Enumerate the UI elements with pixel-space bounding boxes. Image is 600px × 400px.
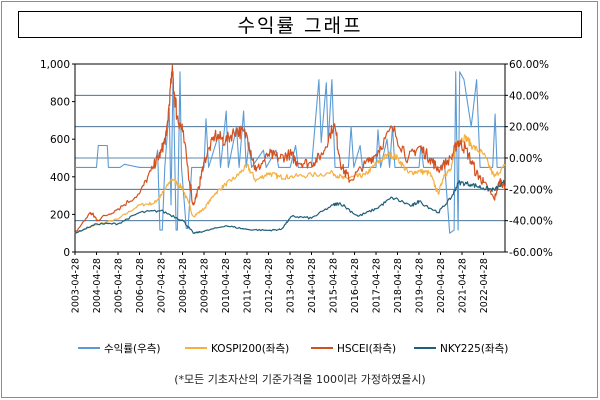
- x-tick-label: 2014-04-28: [307, 258, 318, 313]
- legend-label: KOSPI200(좌측): [211, 343, 289, 355]
- x-tick-label: 2004-04-28: [92, 258, 103, 313]
- left-axis: 0 200 400 600 800 1,000: [40, 59, 75, 259]
- x-tick-label: 2011-04-28: [243, 258, 254, 313]
- left-tick-label: 400: [50, 172, 70, 184]
- x-tick-label: 2019-04-28: [415, 258, 426, 313]
- series-line-2: [74, 64, 506, 234]
- left-tick-label: 600: [50, 134, 70, 146]
- x-tick-label: 2009-04-28: [200, 258, 211, 313]
- left-tick-label: 1,000: [40, 59, 70, 71]
- series-line-3: [74, 180, 506, 235]
- x-tick-label: 2015-04-28: [329, 258, 340, 313]
- x-tick-label: 2021-04-28: [458, 258, 469, 313]
- right-tick-label: 60.00%: [509, 59, 549, 71]
- x-tick-label: 2017-04-28: [372, 258, 383, 313]
- left-tick-label: 800: [50, 97, 70, 109]
- left-tick-label: 200: [50, 209, 70, 221]
- legend-label: 수익률(우측): [104, 343, 161, 355]
- x-tick-label: 2022-04-28: [479, 258, 490, 313]
- x-tick-label: 2013-04-28: [286, 258, 297, 313]
- right-tick-label: 0.00%: [509, 153, 542, 165]
- x-tick-label: 2018-04-28: [393, 258, 404, 313]
- x-tick-label: 2008-04-28: [178, 258, 189, 313]
- x-tick-label: 2006-04-28: [135, 258, 146, 313]
- right-tick-label: 20.00%: [509, 122, 549, 134]
- legend-label: HSCEI(좌측): [337, 343, 396, 355]
- footnote: (*모든 기초자산의 기준가격을 100이라 가정하였을시): [174, 373, 426, 386]
- right-tick-label: -20.00%: [509, 184, 553, 196]
- legend: 수익률(우측) KOSPI200(좌측) HSCEI(좌측) NKY225(좌측): [78, 343, 508, 355]
- x-tick-label: 2003-04-28: [71, 258, 82, 313]
- right-tick-label: 40.00%: [509, 90, 549, 102]
- series-line-1: [74, 134, 506, 234]
- x-tick-label: 2016-04-28: [350, 258, 361, 313]
- x-tick-label: 2005-04-28: [114, 258, 125, 313]
- x-tick-label: 2012-04-28: [264, 258, 275, 313]
- right-tick-label: -60.00%: [509, 247, 553, 259]
- x-tick-label: 2020-04-28: [436, 258, 447, 313]
- right-axis: -60.00% -40.00% -20.00% 0.00% 20.00% 40.00% 60…: [505, 59, 553, 259]
- legend-label: NKY225(좌측): [440, 343, 508, 355]
- chart-title: 수익률 그래프: [18, 11, 582, 38]
- x-tick-label: 2007-04-28: [157, 258, 168, 313]
- right-tick-label: -40.00%: [509, 216, 553, 228]
- left-tick-label: 0: [63, 247, 70, 259]
- x-tick-label: 2010-04-28: [221, 258, 232, 313]
- x-axis: 2003-04-28 2004-04-28 2005-04-28 2006-04-28…: [71, 252, 490, 313]
